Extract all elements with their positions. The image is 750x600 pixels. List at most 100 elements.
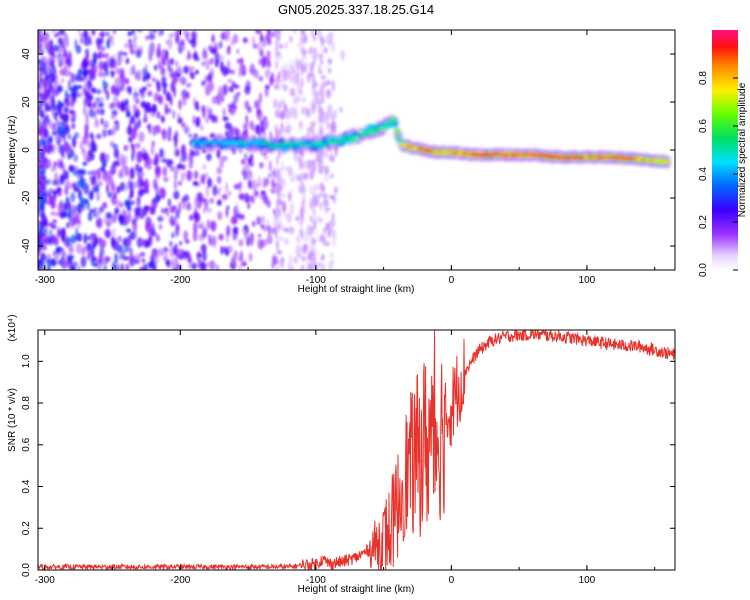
noise-speckle: [79, 176, 84, 189]
noise-speckle: [284, 108, 291, 119]
noise-speckle: [292, 256, 298, 263]
ridge-peak: [236, 140, 242, 145]
noise-speckle: [272, 209, 276, 215]
noise-speckle: [187, 254, 192, 263]
noise-speckle: [72, 261, 78, 267]
noise-speckle: [119, 72, 124, 83]
noise-speckle: [121, 159, 126, 172]
noise-speckle: [327, 59, 333, 65]
noise-speckle: [245, 195, 252, 203]
noise-speckle: [87, 212, 93, 222]
noise-speckle: [169, 67, 174, 76]
noise-speckle: [188, 66, 195, 71]
noise-speckle: [85, 52, 89, 63]
noise-speckle: [256, 41, 263, 52]
noise-speckle: [93, 144, 98, 152]
noise-speckle: [130, 127, 137, 140]
ridge-peak: [264, 140, 270, 145]
noise-speckle: [320, 255, 324, 262]
noise-speckle: [258, 193, 262, 199]
noise-speckle: [173, 179, 177, 191]
noise-speckle: [216, 166, 223, 175]
noise-speckle: [85, 112, 89, 124]
noise-speckle: [225, 207, 229, 218]
colorbar-tick-label: 0.8: [698, 71, 709, 85]
noise-speckle: [208, 80, 214, 92]
noise-speckle: [180, 172, 185, 182]
noise-speckle: [293, 30, 297, 34]
noise-speckle: [209, 197, 215, 204]
noise-speckle: [103, 123, 108, 129]
noise-speckle: [263, 119, 269, 130]
ridge-peak: [199, 142, 205, 146]
noise-speckle: [45, 159, 52, 168]
spectrogram-y-label: Frequency (Hz): [7, 116, 18, 185]
noise-speckle: [266, 177, 269, 186]
noise-speckle: [303, 172, 308, 181]
noise-speckle: [264, 84, 270, 90]
noise-speckle: [266, 235, 273, 245]
noise-speckle: [147, 261, 153, 267]
snr-x-tick-label: 100: [579, 575, 596, 586]
noise-speckle: [300, 228, 304, 240]
noise-speckle: [227, 59, 231, 72]
colorbar: 0.0 0.2 0.4 0.6 0.8 Normalized spectral ampl…: [698, 30, 748, 277]
noise-speckle: [110, 163, 117, 175]
noise-speckle: [127, 125, 132, 136]
spectrogram-y-tick-label: 0: [21, 147, 32, 153]
noise-speckle: [324, 147, 329, 159]
noise-speckle: [184, 123, 188, 136]
noise-speckle: [233, 126, 237, 136]
noise-speckle: [314, 96, 320, 103]
noise-speckle: [134, 70, 139, 81]
noise-speckle: [53, 44, 57, 51]
noise-speckle: [161, 75, 167, 86]
noise-speckle: [99, 180, 103, 187]
noise-speckle: [112, 30, 116, 35]
noise-speckle: [259, 92, 262, 103]
noise-speckle: [266, 219, 270, 230]
noise-speckle: [45, 81, 49, 87]
noise-speckle: [262, 177, 268, 188]
noise-speckle: [156, 47, 161, 56]
noise-speckle: [291, 107, 297, 116]
noise-speckle: [99, 45, 106, 52]
noise-speckle: [102, 78, 106, 86]
ridge-peak: [195, 139, 201, 143]
noise-speckle: [128, 39, 133, 44]
noise-speckle: [62, 227, 66, 239]
noise-speckle: [58, 61, 63, 68]
noise-speckle: [83, 183, 90, 195]
noise-speckle: [312, 192, 316, 201]
noise-speckle: [274, 83, 278, 89]
noise-speckle: [310, 263, 313, 270]
noise-speckle: [301, 163, 305, 169]
noise-speckle: [192, 52, 199, 60]
noise-speckle: [319, 193, 322, 198]
noise-speckle: [179, 240, 183, 246]
noise-speckle: [68, 109, 75, 114]
noise-speckle: [258, 233, 262, 238]
noise-speckle: [105, 212, 112, 219]
noise-speckle: [286, 124, 292, 134]
noise-speckle: [220, 55, 225, 61]
noise-speckle: [41, 179, 48, 186]
noise-speckle: [312, 238, 316, 246]
noise-speckle: [70, 72, 76, 84]
noise-speckle: [65, 242, 70, 249]
noise-speckle: [317, 262, 322, 267]
noise-speckle: [94, 65, 98, 73]
noise-speckle: [59, 46, 63, 54]
noise-speckle: [313, 81, 319, 87]
noise-speckle: [58, 160, 64, 169]
noise-speckle: [211, 33, 215, 44]
colorbar-tick-label: 0.0: [698, 263, 709, 277]
noise-speckle: [124, 77, 130, 85]
noise-speckle: [78, 190, 82, 200]
noise-speckle: [301, 108, 304, 115]
ridge-peak: [248, 139, 254, 144]
noise-speckle: [289, 35, 293, 43]
noise-speckle: [44, 254, 47, 261]
